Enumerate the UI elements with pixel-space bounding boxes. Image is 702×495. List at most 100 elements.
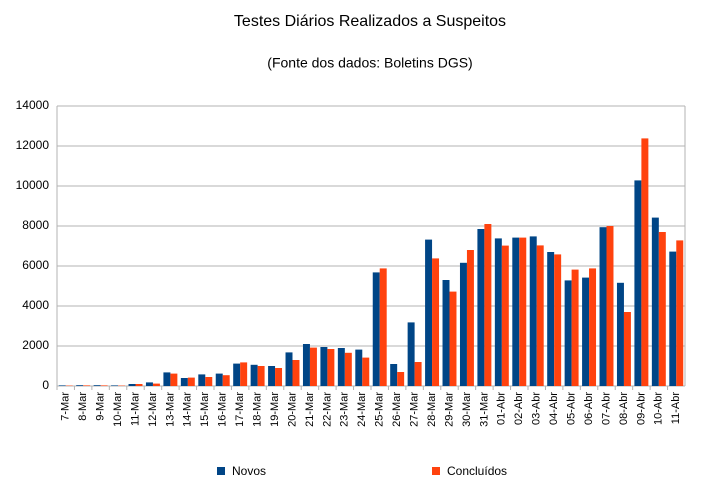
bar bbox=[309, 347, 317, 386]
bar bbox=[205, 377, 213, 386]
bar bbox=[76, 385, 84, 386]
bar bbox=[355, 349, 363, 386]
x-tick-label: 09-Abr bbox=[635, 392, 647, 425]
bar bbox=[494, 238, 502, 386]
bar bbox=[145, 382, 153, 386]
y-tick-label: 6000 bbox=[22, 258, 49, 272]
bar bbox=[320, 347, 328, 386]
x-tick-label: 17-Mar bbox=[234, 392, 246, 427]
bar bbox=[623, 312, 631, 386]
bar bbox=[379, 268, 387, 386]
bar bbox=[407, 322, 415, 386]
x-tick-label: 31-Mar bbox=[478, 392, 490, 427]
bar bbox=[111, 385, 119, 386]
x-tick-label: 22-Mar bbox=[321, 392, 333, 427]
y-tick-label: 8000 bbox=[22, 218, 49, 232]
bar bbox=[571, 269, 579, 386]
x-tick-label: 8-Mar bbox=[77, 392, 89, 421]
bar bbox=[529, 236, 537, 386]
x-tick-label: 23-Mar bbox=[339, 392, 351, 427]
bar bbox=[327, 349, 335, 386]
y-tick-label: 12000 bbox=[16, 138, 50, 152]
x-tick-label: 01-Abr bbox=[496, 392, 508, 425]
bar bbox=[292, 360, 300, 386]
x-tick-label: 19-Mar bbox=[269, 392, 281, 427]
bar bbox=[564, 280, 572, 386]
bar bbox=[362, 357, 370, 386]
x-tick-label: 27-Mar bbox=[409, 392, 421, 427]
bar bbox=[676, 240, 684, 386]
bar bbox=[337, 348, 345, 386]
y-tick-label: 10000 bbox=[16, 178, 50, 192]
bar bbox=[93, 385, 101, 386]
bar bbox=[198, 374, 206, 386]
x-tick-label: 02-Abr bbox=[513, 392, 525, 425]
bar bbox=[250, 364, 258, 386]
bar bbox=[589, 268, 597, 386]
x-tick-label: 03-Abr bbox=[531, 392, 543, 425]
bar bbox=[397, 372, 405, 386]
bar bbox=[582, 277, 590, 386]
bar bbox=[669, 251, 677, 386]
x-tick-label: 13-Mar bbox=[164, 392, 176, 427]
x-tick-label: 07-Abr bbox=[600, 392, 612, 425]
bar bbox=[616, 282, 624, 386]
x-tick-label: 05-Abr bbox=[566, 392, 578, 425]
bar bbox=[128, 384, 136, 386]
chart-subtitle: (Fonte dos dados: Boletins DGS) bbox=[267, 55, 472, 71]
x-tick-label: 12-Mar bbox=[147, 392, 159, 427]
bar bbox=[606, 226, 614, 386]
legend-swatch bbox=[217, 467, 225, 475]
legend-swatch bbox=[432, 467, 440, 475]
x-tick-label: 28-Mar bbox=[426, 392, 438, 427]
x-tick-label: 30-Mar bbox=[461, 392, 473, 427]
bar bbox=[641, 138, 649, 386]
bar bbox=[477, 229, 485, 386]
bar bbox=[442, 280, 450, 386]
y-tick-label: 2000 bbox=[22, 338, 49, 352]
bar bbox=[170, 373, 178, 386]
bar bbox=[83, 385, 91, 386]
bar bbox=[233, 363, 241, 386]
bar bbox=[215, 373, 223, 386]
bar bbox=[484, 224, 492, 386]
bar bbox=[268, 366, 276, 386]
x-tick-label: 04-Abr bbox=[548, 392, 560, 425]
x-tick-label: 18-Mar bbox=[252, 392, 264, 427]
bar bbox=[459, 262, 467, 386]
x-tick-label: 11-Abr bbox=[670, 392, 682, 425]
x-tick-label: 21-Mar bbox=[304, 392, 316, 427]
bar bbox=[449, 291, 457, 386]
bar bbox=[634, 180, 642, 386]
bar bbox=[285, 352, 293, 386]
x-tick-label: 15-Mar bbox=[199, 392, 211, 427]
bar bbox=[466, 250, 474, 386]
y-tick-label: 0 bbox=[42, 378, 49, 392]
bar bbox=[501, 245, 509, 386]
x-tick-label: 16-Mar bbox=[217, 392, 229, 427]
bar bbox=[302, 344, 310, 386]
x-tick-label: 14-Mar bbox=[182, 392, 194, 427]
bar bbox=[257, 366, 265, 386]
x-tick-label: 10-Mar bbox=[112, 392, 124, 427]
bar bbox=[135, 384, 143, 386]
bar bbox=[599, 227, 607, 386]
bar bbox=[425, 239, 433, 386]
bar bbox=[651, 217, 659, 386]
x-tick-label: 11-Mar bbox=[129, 392, 141, 426]
bar bbox=[344, 352, 352, 386]
bar bbox=[547, 252, 555, 386]
bar bbox=[536, 245, 544, 386]
bar bbox=[187, 377, 195, 386]
bar bbox=[519, 237, 527, 386]
x-tick-label: 26-Mar bbox=[391, 392, 403, 427]
bar bbox=[163, 372, 171, 386]
bar bbox=[180, 378, 188, 386]
bar bbox=[658, 232, 666, 386]
bar bbox=[152, 383, 160, 386]
y-tick-label: 4000 bbox=[22, 298, 49, 312]
bar bbox=[275, 368, 283, 386]
y-tick-label: 14000 bbox=[16, 98, 50, 112]
bar bbox=[58, 385, 66, 386]
